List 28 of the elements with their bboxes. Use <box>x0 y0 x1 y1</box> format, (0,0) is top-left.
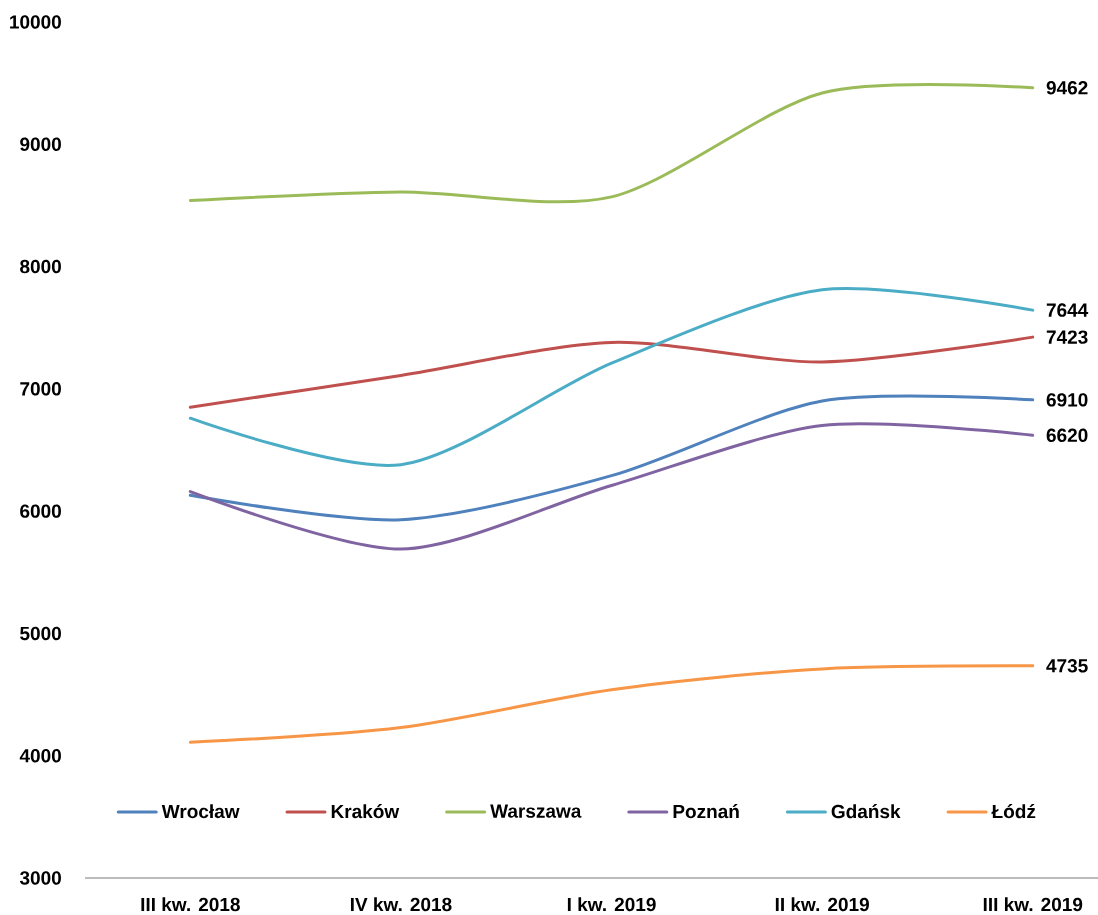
data-label: 7644 <box>1046 303 1089 317</box>
y-tick-label: 10000 <box>10 15 61 29</box>
y-tick-label: 4000 <box>19 748 61 763</box>
x-tick-label: III kw. 2018 <box>141 897 240 912</box>
data-label: 9462 <box>1046 81 1088 95</box>
legend-label: Warszawa <box>490 804 582 818</box>
data-label: 7423 <box>1046 330 1088 344</box>
x-tick-label: II kw. 2019 <box>775 897 869 912</box>
legend-label: Gdańsk <box>831 804 901 819</box>
legend-label: Poznań <box>673 804 739 819</box>
data-label: 6620 <box>1046 428 1088 443</box>
line-series <box>188 335 1035 409</box>
data-label: 4735 <box>1046 659 1088 673</box>
y-tick-label: 9000 <box>20 137 61 152</box>
x-tick-label: I kw. 2019 <box>567 897 656 912</box>
x-tick-label: III kw. 2019 <box>983 897 1083 912</box>
legend-label: Łódź <box>991 804 1036 819</box>
x-tick-label: IV kw. 2018 <box>350 897 452 912</box>
legend-label: Wrocław <box>161 804 240 819</box>
y-tick-label: 5000 <box>20 626 61 641</box>
legend-label: Kraków <box>331 804 400 819</box>
y-tick-label: 3000 <box>19 871 61 885</box>
y-tick-label: 7000 <box>20 382 61 396</box>
y-tick-label: 6000 <box>20 504 61 518</box>
data-label: 6910 <box>1046 393 1088 407</box>
line-series <box>188 287 1035 467</box>
y-tick-label: 8000 <box>20 259 61 274</box>
line-series <box>188 664 1035 744</box>
